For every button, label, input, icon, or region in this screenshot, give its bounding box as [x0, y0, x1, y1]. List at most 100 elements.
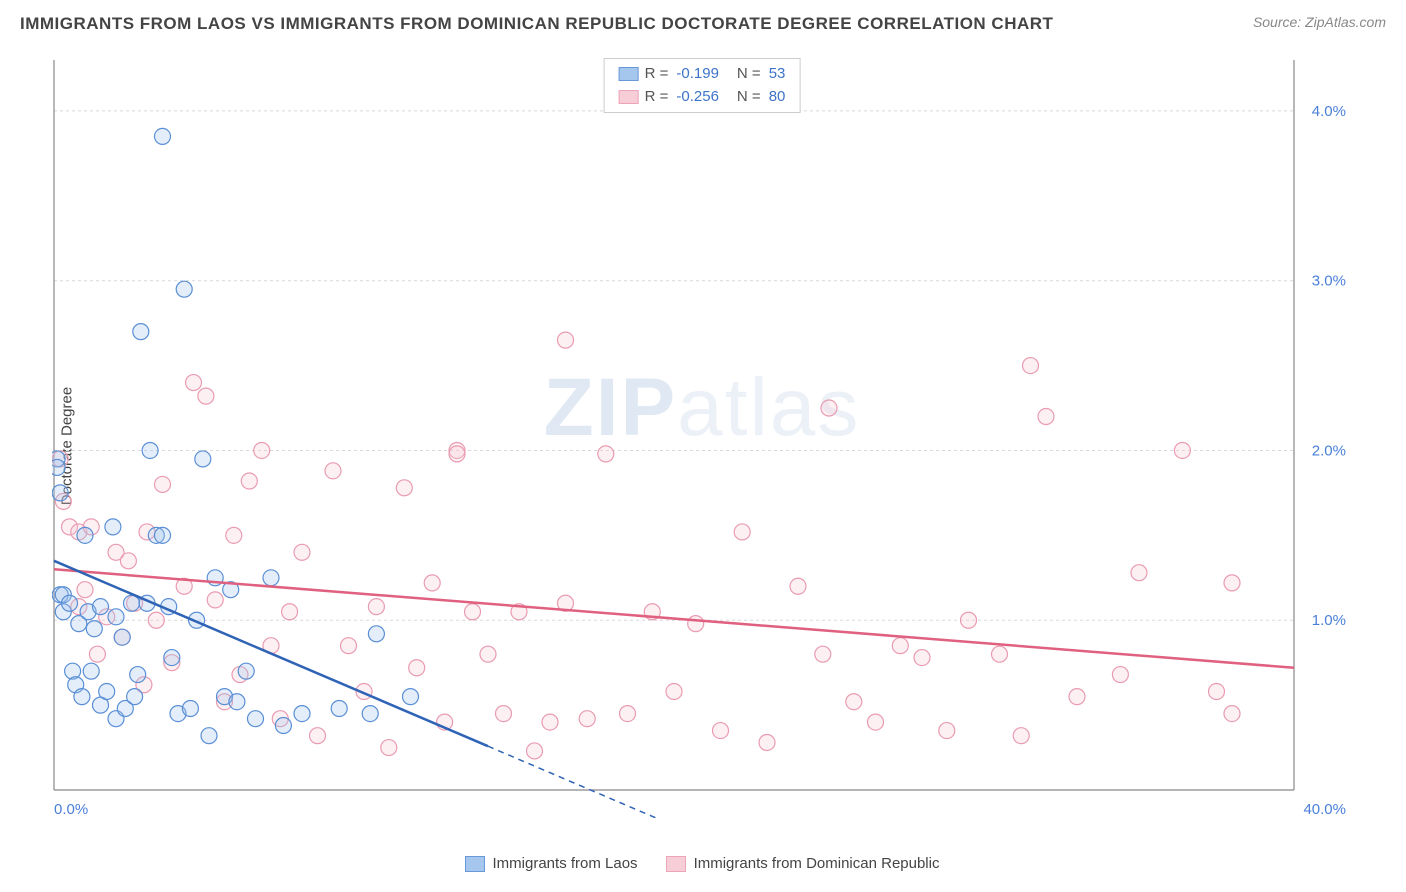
n-label: N = [737, 63, 761, 86]
data-point [424, 575, 440, 591]
data-point [542, 714, 558, 730]
data-point [666, 684, 682, 700]
data-point [790, 578, 806, 594]
chart-header: IMMIGRANTS FROM LAOS VS IMMIGRANTS FROM … [0, 0, 1406, 50]
data-point [62, 595, 78, 611]
svg-text:0.0%: 0.0% [54, 801, 88, 818]
legend-label: Immigrants from Laos [493, 855, 638, 872]
data-point [1112, 667, 1128, 683]
data-point [238, 663, 254, 679]
data-point [527, 743, 543, 759]
data-point [620, 706, 636, 722]
data-point [1023, 358, 1039, 374]
data-point [282, 604, 298, 620]
data-point [688, 616, 704, 632]
data-point [1224, 706, 1240, 722]
data-point [155, 476, 171, 492]
data-point [1013, 728, 1029, 744]
data-point [248, 711, 264, 727]
data-point [368, 599, 384, 615]
data-point [815, 646, 831, 662]
trend-line [54, 569, 1294, 667]
data-point [182, 701, 198, 717]
data-point [120, 553, 136, 569]
data-point [263, 570, 279, 586]
data-point [105, 519, 121, 535]
data-point [846, 694, 862, 710]
stats-row: R = -0.199 N = 53 [619, 63, 786, 86]
data-point [759, 734, 775, 750]
r-label: R = [645, 63, 669, 86]
data-point [114, 629, 130, 645]
stats-box: R =-0.199N =53R =-0.256N =80 [604, 58, 801, 113]
data-point [892, 638, 908, 654]
chart-area: ZIPatlas 1.0%2.0%3.0%4.0%0.0%40.0% R =-0… [52, 58, 1352, 818]
data-point [1131, 565, 1147, 581]
r-label: R = [645, 86, 669, 109]
chart-title: IMMIGRANTS FROM LAOS VS IMMIGRANTS FROM … [20, 14, 1053, 34]
data-point [127, 689, 143, 705]
legend-item: Immigrants from Dominican Republic [666, 855, 940, 872]
data-point [198, 388, 214, 404]
bottom-legend: Immigrants from Laos Immigrants from Domi… [52, 855, 1352, 872]
data-point [77, 527, 93, 543]
scatter-plot: 1.0% 2.0% 3.0% 4.0% 0.0% 40.0% [52, 58, 1352, 818]
r-value: -0.199 [676, 63, 719, 86]
data-point [52, 485, 68, 501]
source-label: Source: ZipAtlas.com [1253, 14, 1386, 30]
data-point [148, 612, 164, 628]
data-point [558, 332, 574, 348]
data-point [310, 728, 326, 744]
data-point [1038, 409, 1054, 425]
data-point [93, 599, 109, 615]
data-point [241, 473, 257, 489]
data-point [713, 723, 729, 739]
svg-text:2.0%: 2.0% [1312, 442, 1346, 459]
data-point [201, 728, 217, 744]
data-point [99, 684, 115, 700]
data-point [142, 442, 158, 458]
data-point [1209, 684, 1225, 700]
data-point [939, 723, 955, 739]
data-point [155, 527, 171, 543]
data-point [992, 646, 1008, 662]
n-label: N = [737, 86, 761, 109]
data-point [480, 646, 496, 662]
legend-swatch [666, 856, 686, 872]
legend-swatch [465, 856, 485, 872]
svg-text:40.0%: 40.0% [1303, 801, 1346, 818]
stats-row: R =-0.256N =80 [619, 86, 786, 109]
data-point [396, 480, 412, 496]
legend-label: Immigrants from Dominican Republic [694, 855, 940, 872]
data-point [294, 706, 310, 722]
data-point [821, 400, 837, 416]
data-point [579, 711, 595, 727]
n-value: 53 [769, 63, 786, 86]
data-point [409, 660, 425, 676]
r-value: -0.256 [676, 86, 719, 109]
data-point [207, 592, 223, 608]
data-point [133, 324, 149, 340]
data-point [74, 689, 90, 705]
data-point [598, 446, 614, 462]
data-point [164, 650, 180, 666]
svg-text:1.0%: 1.0% [1312, 612, 1346, 629]
data-point [465, 604, 481, 620]
svg-text:4.0%: 4.0% [1312, 103, 1346, 120]
data-point [381, 740, 397, 756]
data-point [496, 706, 512, 722]
data-point [108, 609, 124, 625]
data-point [155, 128, 171, 144]
data-point [961, 612, 977, 628]
data-point [52, 459, 65, 475]
data-point [362, 706, 378, 722]
data-point [403, 689, 419, 705]
data-point [1174, 442, 1190, 458]
data-point [331, 701, 347, 717]
svg-text:3.0%: 3.0% [1312, 273, 1346, 290]
data-point [294, 544, 310, 560]
data-point [89, 646, 105, 662]
data-point [1224, 575, 1240, 591]
legend-item: Immigrants from Laos [465, 855, 638, 872]
data-point [77, 582, 93, 598]
